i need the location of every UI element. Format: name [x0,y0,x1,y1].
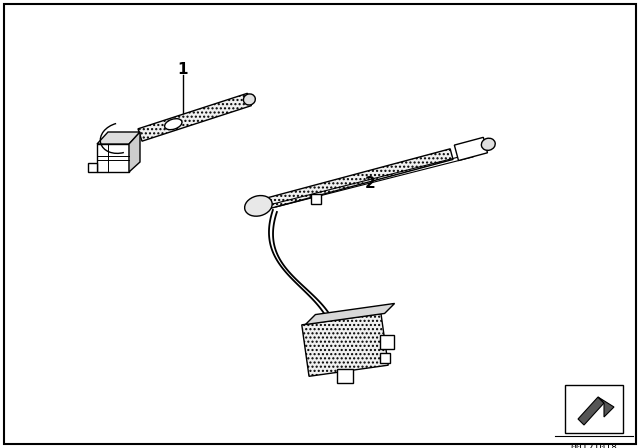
Bar [97,144,129,172]
Polygon shape [97,132,140,144]
Bar [380,353,390,363]
Polygon shape [257,149,453,211]
Ellipse shape [481,138,495,151]
Text: 1: 1 [178,63,188,78]
Polygon shape [305,303,395,324]
Polygon shape [88,163,97,172]
Text: 00121018: 00121018 [570,443,618,448]
Polygon shape [598,397,614,417]
Ellipse shape [243,94,255,105]
Bar [337,369,353,383]
Polygon shape [302,314,388,376]
Polygon shape [578,397,604,425]
Polygon shape [129,132,140,172]
Ellipse shape [164,119,182,129]
Polygon shape [454,138,488,160]
Ellipse shape [244,196,272,216]
Bar [380,335,394,349]
Text: 2: 2 [365,176,376,190]
Polygon shape [312,194,321,204]
Bar [565,385,623,433]
Polygon shape [138,93,252,141]
